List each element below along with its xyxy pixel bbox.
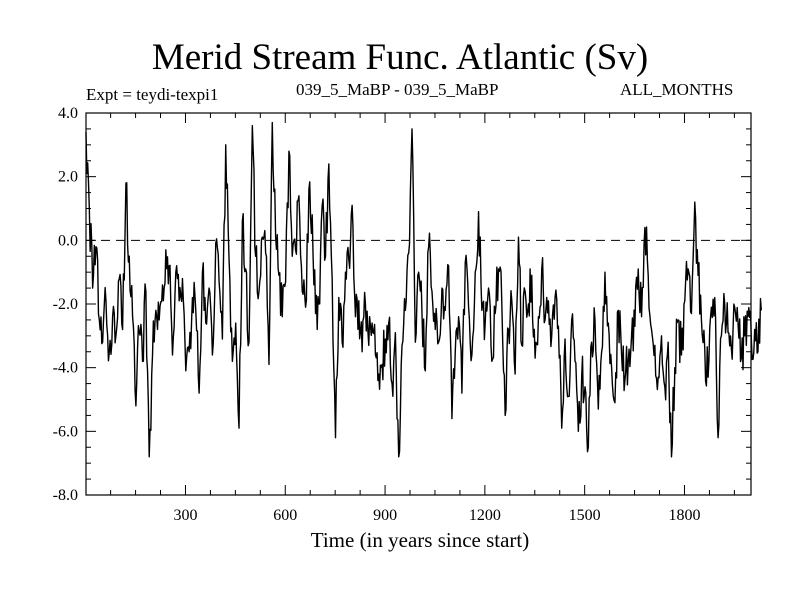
- plot-frame: [85, 112, 752, 496]
- series-group: [85, 121, 763, 458]
- series-line: [85, 121, 763, 458]
- x-tick-label: 300: [173, 507, 197, 524]
- y-tick-label: -4.0: [53, 360, 78, 377]
- x-tick-label: 1200: [469, 507, 501, 524]
- y-tick-label: 2.0: [58, 169, 78, 186]
- experiment-label: Expt = teydi-texpi1: [86, 85, 219, 104]
- x-tick-label: 900: [373, 507, 397, 524]
- tick-labels: -8.0 -6.0 -4.0 -2.0 0.0 2.0 4.0 300 600 900 1200 15…: [53, 105, 701, 524]
- x-tick-label: 1500: [569, 507, 601, 524]
- y-tick-label: 4.0: [58, 105, 78, 122]
- y-tick-label: -2.0: [53, 296, 78, 313]
- x-tick-label: 600: [273, 507, 297, 524]
- y-tick-label: 0.0: [58, 232, 78, 249]
- y-tick-label: -8.0: [53, 487, 78, 504]
- chart-title: Merid Stream Func. Atlantic (Sv): [151, 37, 649, 78]
- x-axis-label: Time (in years since start): [310, 528, 530, 552]
- tick-marks: [86, 112, 751, 496]
- y-tick-label: -6.0: [53, 423, 78, 440]
- months-label: ALL_MONTHS: [620, 80, 734, 99]
- x-tick-label: 1800: [668, 507, 700, 524]
- period-label: 039_5_MaBP - 039_5_MaBP: [296, 80, 499, 99]
